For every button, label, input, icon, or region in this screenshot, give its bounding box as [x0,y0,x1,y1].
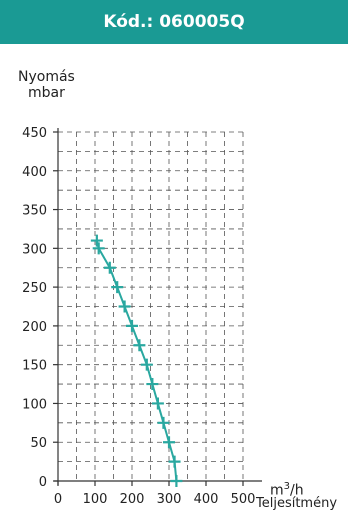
data-point [170,475,183,487]
x-tick-label: 200 [120,492,145,507]
x-unit-exponent: 3 [283,481,291,492]
y-tick-label: 400 [22,165,47,180]
y-tick-label: 200 [22,320,47,335]
data-point [140,358,153,371]
data-point [133,339,146,352]
data-point [111,281,124,294]
chart-code-title: Kód.: 060005Q [103,12,245,32]
data-point [146,378,159,391]
data-point [163,436,175,449]
x-tick-label: 400 [194,492,219,507]
data-point [168,455,181,468]
y-tick-label: 0 [39,475,47,490]
x-tick-label: 300 [157,492,182,507]
series-line [95,240,178,482]
y-tick-label: 450 [22,126,47,141]
y-tick-label: 50 [30,436,47,451]
x-tick-label: 100 [83,492,108,507]
data-point [151,397,164,410]
y-tick-label: 250 [22,281,47,296]
data-point [157,416,170,429]
pump-curve-chart: 0 50 100 150 200 250 300 350 400 450 0 100 200 300 400… [22,126,262,507]
y-tick-label: 100 [22,397,47,412]
y-axis-label: Nyomás mbar [18,69,75,101]
x-axis-label: Teljesítmény [256,496,338,511]
y-axis-label-name: Nyomás [18,69,75,85]
y-tick-label: 350 [22,204,47,219]
x-tick-label: 500 [231,492,256,507]
data-point [90,234,103,247]
x-tick-label: 0 [54,492,62,507]
x-unit-tail: /h [290,482,304,499]
x-axis-unit: m3/h [270,481,304,499]
data-point [126,319,138,332]
y-tick-label: 150 [22,359,47,374]
data-point [118,300,131,313]
title-bar: Kód.: 060005Q [0,0,348,44]
data-point [103,261,116,274]
y-axis-label-unit: mbar [27,85,65,101]
data-point [92,242,105,255]
y-tick-label: 300 [22,242,47,257]
x-unit-base: m [270,482,284,499]
